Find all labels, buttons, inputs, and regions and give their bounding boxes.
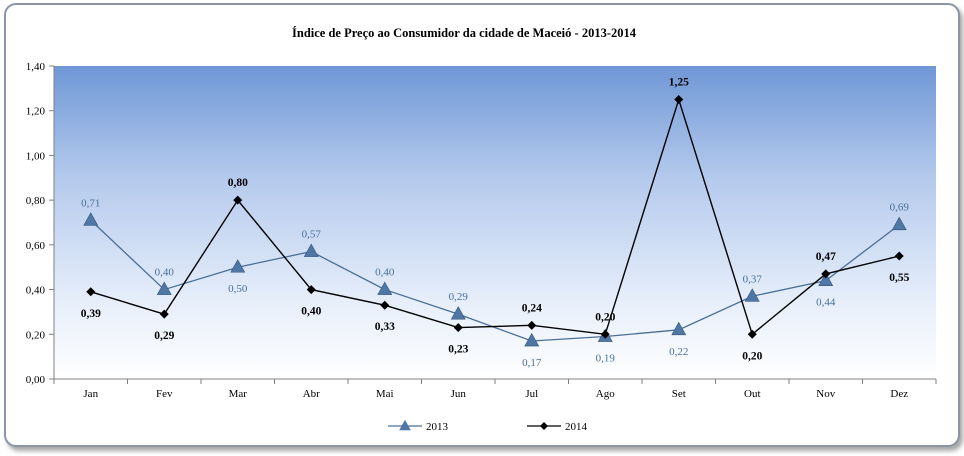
data-label-2014-Jul: 0,24 bbox=[522, 302, 542, 314]
y-tick-label: 0,20 bbox=[26, 329, 46, 341]
data-label-2013-Mar: 0,50 bbox=[228, 283, 248, 295]
x-tick-label: Abr bbox=[303, 388, 320, 400]
point-2014-Fev bbox=[159, 309, 169, 319]
y-tick-label: 0,60 bbox=[26, 240, 46, 252]
data-label-2013-Jan: 0,71 bbox=[81, 197, 100, 209]
data-label-2014-Dez: 0,55 bbox=[889, 272, 909, 284]
data-label-2014-Jan: 0,39 bbox=[81, 308, 101, 320]
point-2013-Jul bbox=[524, 332, 540, 347]
point-2014-Nov bbox=[821, 269, 831, 279]
series-line-2013 bbox=[90, 219, 900, 342]
y-tick-label: 1,20 bbox=[26, 106, 46, 118]
data-label-2013-Ago: 0,19 bbox=[596, 353, 616, 365]
data-label-2013-Mai: 0,40 bbox=[375, 267, 395, 279]
data-label-2013-Abr: 0,57 bbox=[302, 229, 322, 241]
series-line-2014 bbox=[90, 97, 900, 336]
legend-label-2014: 2014 bbox=[565, 421, 588, 433]
x-tick-label: Nov bbox=[816, 388, 835, 400]
x-tick-label: Jun bbox=[451, 388, 467, 400]
point-2013-Set bbox=[671, 321, 687, 336]
y-tick-label: 1,40 bbox=[26, 61, 46, 73]
x-tick-label: Mai bbox=[376, 388, 394, 400]
point-2013-Out bbox=[744, 288, 760, 302]
data-label-2013-Dez: 0,69 bbox=[890, 202, 910, 214]
point-2014-Mar bbox=[233, 195, 243, 205]
point-2014-Out bbox=[747, 329, 757, 339]
data-label-2014-Mar: 0,80 bbox=[228, 177, 248, 189]
y-tick-label: 1,00 bbox=[26, 150, 46, 162]
point-2013-Nov bbox=[818, 272, 834, 286]
point-2014-Jun bbox=[453, 323, 463, 333]
x-axis-ticks: Jan Fev Mar Abr Mai Jun Jul Ago Set Out Nov Dez bbox=[53, 379, 937, 400]
data-label-2014-Set: 1,25 bbox=[669, 77, 689, 89]
legend: 2013 2014 bbox=[388, 419, 588, 433]
point-2013-Mar bbox=[230, 259, 246, 273]
legend-marker-2013 bbox=[399, 419, 411, 431]
chart-title: Índice de Preço ao Consumidor da cidade … bbox=[292, 26, 637, 40]
point-2014-Ago bbox=[600, 329, 610, 339]
data-label-2014-Ago: 0,20 bbox=[595, 311, 615, 323]
data-label-2014-Jun: 0,23 bbox=[448, 344, 468, 356]
data-label-2013-Nov: 0,44 bbox=[816, 297, 836, 309]
x-tick-label: Out bbox=[744, 388, 761, 400]
point-2014-Jan bbox=[86, 287, 96, 297]
x-tick-label: Set bbox=[672, 388, 686, 400]
x-tick-label: Dez bbox=[890, 388, 908, 400]
point-2014-Mai bbox=[380, 300, 390, 310]
point-2014-Abr bbox=[306, 285, 316, 295]
point-2013-Abr bbox=[303, 243, 319, 257]
point-2014-Set bbox=[674, 95, 684, 105]
y-tick-label: 0,00 bbox=[26, 374, 46, 386]
x-tick-label: Jul bbox=[525, 388, 538, 400]
legend-label-2013: 2013 bbox=[426, 421, 449, 433]
data-label-2013-Set: 0,22 bbox=[669, 346, 688, 358]
data-label-2014-Mai: 0,33 bbox=[375, 321, 395, 333]
data-label-2014-Out: 0,20 bbox=[742, 350, 762, 362]
y-tick-label: 0,40 bbox=[26, 285, 46, 297]
plot-area bbox=[54, 66, 936, 379]
y-axis-ticks: 0,00 0,20 0,40 0,60 0,80 1,00 1,20 1,40 bbox=[26, 61, 54, 386]
point-2013-Fev bbox=[156, 281, 172, 295]
x-tick-label: Jan bbox=[83, 388, 98, 400]
point-2013-Jan bbox=[83, 212, 99, 226]
data-label-2014-Fev: 0,29 bbox=[154, 330, 174, 342]
data-label-2013-Jun: 0,29 bbox=[449, 291, 469, 303]
data-label-2014-Nov: 0,47 bbox=[816, 251, 836, 263]
point-2013-Mai bbox=[377, 281, 393, 295]
legend-marker-2014 bbox=[540, 422, 548, 430]
data-labels: 0,71 0,39 0,40 0,29 0,50 0,80 0,57 0,40 0,40 0,33… bbox=[81, 77, 910, 369]
data-label-2013-Jul: 0,17 bbox=[522, 357, 542, 369]
series-layer bbox=[83, 95, 907, 347]
point-2014-Jul bbox=[527, 320, 537, 330]
data-label-2013-Fev: 0,40 bbox=[155, 267, 175, 279]
point-2014-Dez bbox=[894, 251, 904, 261]
data-label-2013-Out: 0,37 bbox=[743, 273, 763, 285]
data-label-2014-Abr: 0,40 bbox=[301, 306, 321, 318]
point-2013-Dez bbox=[891, 216, 907, 231]
y-tick-label: 0,80 bbox=[26, 195, 46, 207]
x-tick-label: Mar bbox=[229, 388, 248, 400]
x-tick-label: Fev bbox=[156, 388, 173, 400]
point-2013-Jun bbox=[450, 306, 466, 320]
x-tick-label: Ago bbox=[596, 388, 615, 400]
